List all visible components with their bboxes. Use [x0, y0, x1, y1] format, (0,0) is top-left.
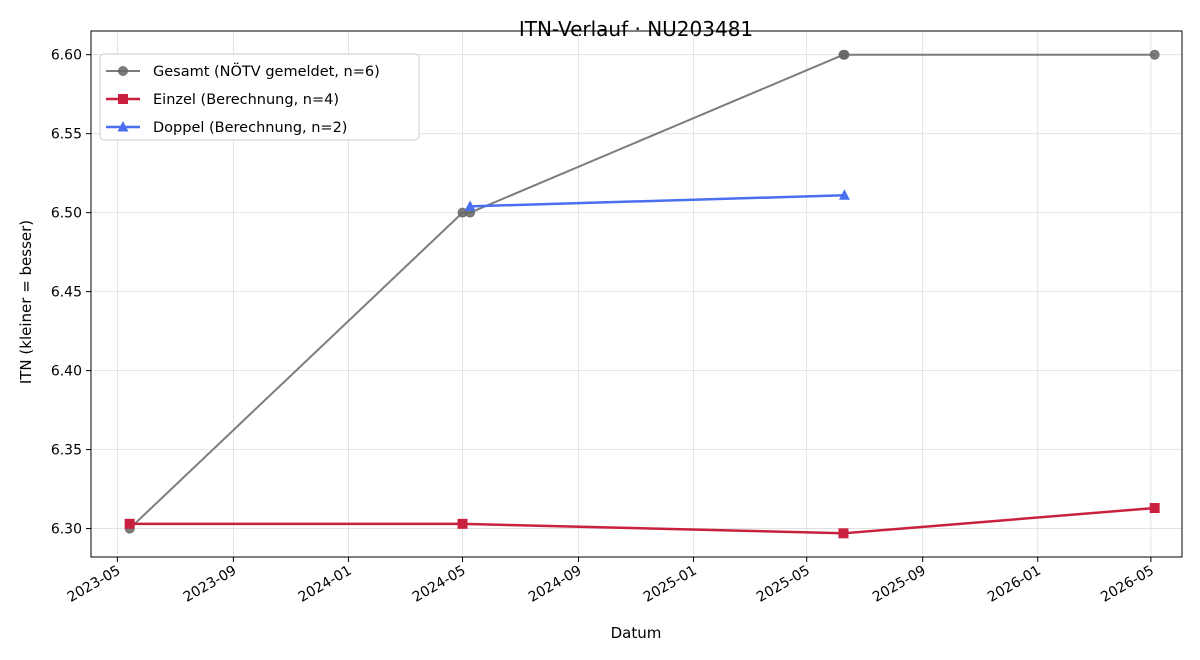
legend-marker: [118, 94, 128, 104]
legend-marker: [117, 121, 129, 132]
series-line: [128, 53, 1155, 530]
legend-label: Doppel (Berechnung, n=2): [153, 120, 347, 136]
series-line: [470, 194, 845, 208]
x-axis-title: Datum: [611, 624, 662, 642]
data-point: [1149, 49, 1160, 60]
y-tick-label: 6.60: [51, 48, 82, 64]
data-point: [838, 528, 849, 539]
legend-label: Gesamt (NÖTV gemeldet, n=6): [153, 62, 380, 80]
data-point: [1149, 503, 1160, 514]
data-point: [457, 518, 468, 529]
data-point: [839, 49, 850, 60]
plot-frame: [90, 30, 1183, 558]
chart-title: ITN-Verlauf · NU203481: [519, 17, 753, 41]
y-tick-label: 6.45: [51, 285, 82, 301]
legend-item: Einzel (Berechnung, n=4): [106, 92, 339, 108]
series-layer: [124, 49, 1160, 539]
series-line: [129, 506, 1155, 535]
y-axis: 6.30 6.35 6.40 6.45 6.50 6.55 6.60: [51, 48, 91, 538]
data-point: [124, 518, 135, 529]
y-axis-title: ITN (kleiner = besser): [17, 220, 35, 384]
legend-item: Doppel (Berechnung, n=2): [106, 120, 347, 136]
legend-label: Einzel (Berechnung, n=4): [153, 92, 339, 108]
data-point: [838, 189, 850, 200]
legend-box: [99, 53, 420, 141]
legend-item: Gesamt (NÖTV gemeldet, n=6): [106, 62, 380, 80]
legend: Gesamt (NÖTV gemeldet, n=6) Einzel (Berec…: [99, 53, 420, 141]
legend-marker: [118, 66, 128, 76]
y-tick-label: 6.50: [51, 206, 82, 222]
y-tick-label: 6.40: [51, 364, 82, 380]
y-tick-label: 6.55: [51, 127, 82, 143]
series-2: [464, 189, 850, 211]
series-1: [124, 503, 1160, 539]
y-tick-label: 6.30: [51, 522, 82, 538]
data-point: [464, 200, 476, 211]
y-tick-label: 6.35: [51, 443, 82, 459]
